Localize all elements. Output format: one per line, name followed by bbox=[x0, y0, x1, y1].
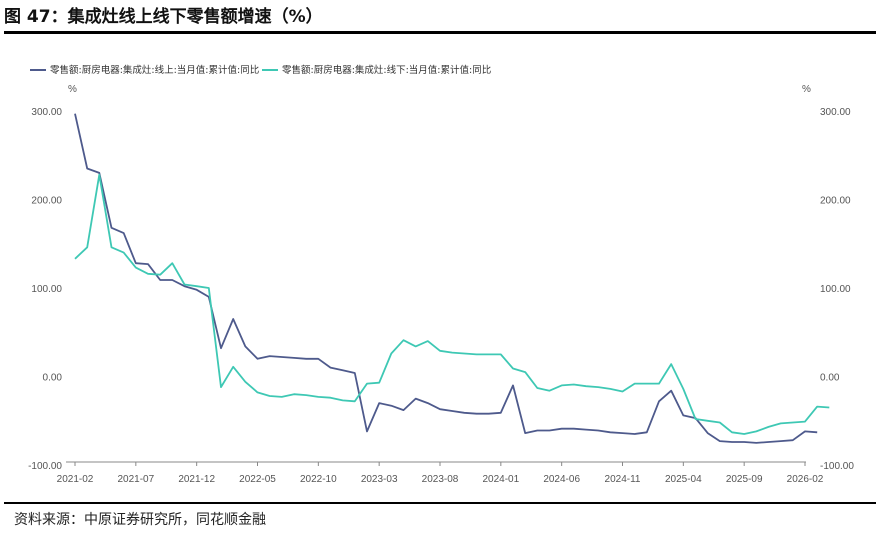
x-tick-label: 2023-03 bbox=[361, 474, 398, 485]
x-tick-label: 2021-02 bbox=[57, 474, 94, 485]
y-tick-left: 100.00 bbox=[31, 284, 62, 295]
left-axis-unit: % bbox=[68, 84, 77, 95]
x-axis: 2021-02 2021-07 2021-12 2022-05 2022-10 2023-… bbox=[57, 462, 824, 485]
series-line-online bbox=[74, 113, 818, 444]
series-layer bbox=[74, 113, 830, 444]
x-tick-label: 2025-04 bbox=[665, 474, 702, 485]
y-tick-right: 0.00 bbox=[820, 373, 840, 384]
legend-label-online: 零售额:厨房电器:集成灶:线上:当月值:累计值:同比 bbox=[50, 64, 259, 76]
title-rule bbox=[4, 31, 876, 34]
figure-title: 图 47：集成灶线上线下零售额增速（%） bbox=[4, 7, 323, 27]
x-tick-label: 2024-06 bbox=[543, 474, 580, 485]
legend: 零售额:厨房电器:集成灶:线上:当月值:累计值:同比 零售额:厨房电器:集成灶:… bbox=[30, 64, 491, 76]
y-tick-right: 300.00 bbox=[820, 107, 851, 118]
x-tick-label: 2024-01 bbox=[482, 474, 519, 485]
x-tick-label: 2024-11 bbox=[605, 474, 641, 485]
x-tick-label: 2022-10 bbox=[300, 474, 337, 485]
y-tick-left: 300.00 bbox=[31, 107, 62, 118]
y-tick-right: 100.00 bbox=[820, 284, 851, 295]
x-tick-label: 2025-09 bbox=[726, 474, 763, 485]
y-tick-left: 200.00 bbox=[31, 196, 62, 207]
y-tick-left: 0.00 bbox=[43, 373, 63, 384]
series-line-offline bbox=[74, 173, 830, 435]
right-axis-unit: % bbox=[802, 84, 811, 95]
legend-label-offline: 零售额:厨房电器:集成灶:线下:当月值:累计值:同比 bbox=[282, 64, 491, 76]
y-tick-left: -100.00 bbox=[28, 461, 62, 472]
right-y-axis: 300.00 200.00 100.00 0.00 -100.00 bbox=[820, 107, 854, 472]
x-tick-label: 2023-08 bbox=[422, 474, 459, 485]
left-y-axis: 300.00 200.00 100.00 0.00 -100.00 bbox=[28, 107, 62, 472]
x-tick-label: 2021-07 bbox=[117, 474, 154, 485]
y-tick-right: 200.00 bbox=[820, 196, 851, 207]
x-tick-label: 2026-02 bbox=[787, 474, 824, 485]
line-chart: 零售额:厨房电器:集成灶:线上:当月值:累计值:同比 零售额:厨房电器:集成灶:… bbox=[28, 64, 854, 485]
y-tick-right: -100.00 bbox=[820, 461, 854, 472]
x-tick-label: 2021-12 bbox=[178, 474, 215, 485]
x-tick-label: 2022-05 bbox=[239, 474, 276, 485]
source-rule bbox=[4, 502, 876, 504]
source-note: 资料来源：中原证券研究所，同花顺金融 bbox=[14, 512, 266, 528]
